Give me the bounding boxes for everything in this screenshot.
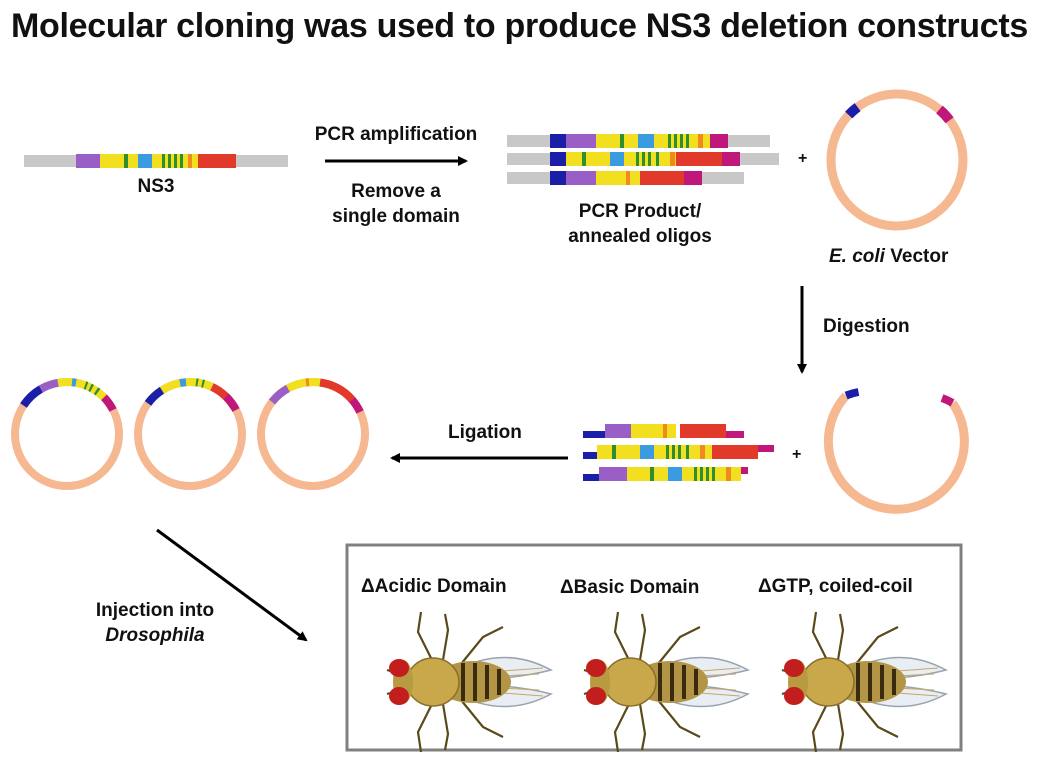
remove-domain-label-line1: Remove a — [351, 181, 441, 202]
fly-icon — [386, 611, 554, 753]
plus-sign-top: + — [798, 150, 808, 167]
pcr-product-1 — [507, 134, 770, 148]
remove-domain-label-line2: single domain — [332, 206, 460, 227]
injection-label-line1: Injection into — [95, 600, 215, 621]
delta-symbol: Δ — [758, 576, 772, 597]
ligation-label: Ligation — [448, 422, 522, 443]
delta-symbol: Δ — [560, 577, 574, 598]
fly-label-gtp: ΔGTP, coiled-coil — [758, 576, 913, 597]
ecoli-vector-plasmid — [826, 89, 968, 231]
digestion-label: Digestion — [823, 316, 910, 337]
ns3-label: NS3 — [137, 176, 175, 197]
insert-1 — [583, 424, 744, 438]
ns3-gene-bar — [24, 154, 288, 168]
page-title: Molecular cloning was used to produce NS… — [11, 7, 1028, 45]
recombinant-plasmid-2 — [134, 378, 246, 490]
fly-icon — [583, 611, 751, 753]
pcr-product-label-line2: annealed oligos — [568, 226, 712, 247]
fly-label-acidic: ΔAcidic Domain — [361, 576, 507, 597]
injection-label-line2: Drosophila — [105, 625, 205, 646]
fly-box — [345, 543, 963, 752]
insert-2 — [583, 445, 774, 459]
pcr-product-2 — [507, 152, 779, 166]
pcr-product-label-line1: PCR Product/ — [578, 201, 702, 222]
recombinant-plasmid-3 — [257, 378, 369, 490]
injection-arrow — [156, 528, 308, 642]
recombinant-plasmid-1 — [11, 378, 123, 490]
insert-3 — [583, 467, 748, 481]
vector-label-species: E. coli — [829, 246, 885, 267]
vector-label-rest: Vector — [884, 246, 949, 267]
plus-sign-middle: + — [792, 446, 802, 463]
fly-label-basic: ΔBasic Domain — [560, 577, 700, 598]
fly-icon — [781, 611, 949, 753]
pcr-product-3 — [507, 171, 744, 185]
digested-vector-plasmid — [823, 388, 969, 514]
pcr-amplification-label: PCR amplification — [314, 124, 478, 145]
delta-symbol: Δ — [361, 576, 375, 597]
vector-label: E. coli Vector — [829, 246, 948, 268]
